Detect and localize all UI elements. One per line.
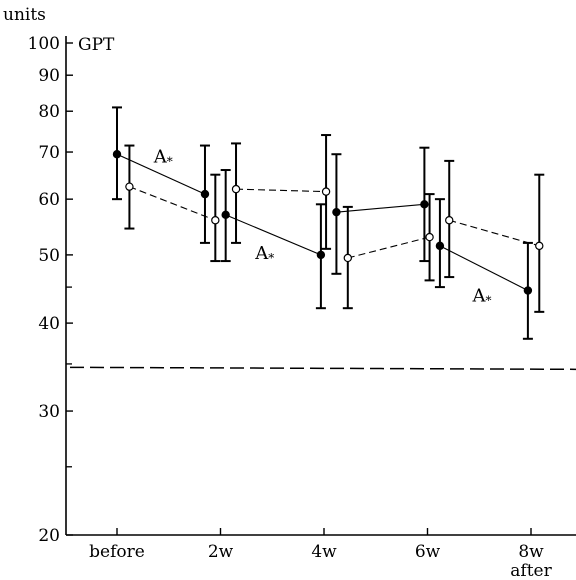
series-1-point-0 [125, 182, 134, 191]
series-1-point-2 [231, 184, 241, 194]
series-0-point-3 [316, 250, 326, 260]
y-tick-label-7: 90 [38, 66, 60, 86]
series-0-point-6 [435, 241, 445, 251]
series-1-point-7 [535, 241, 544, 251]
series-0-point-1 [200, 189, 210, 199]
y-tick-label-1: 30 [38, 402, 60, 422]
y-axis-unit-label: units [3, 5, 46, 25]
series-0-point-4 [332, 207, 341, 217]
series-1-point-6 [445, 216, 454, 225]
y-tick-label-5: 70 [38, 143, 60, 163]
annotation-1: A* [254, 243, 274, 265]
series-lines [116, 153, 540, 292]
reference-line-group [69, 366, 576, 371]
x-tick-label-4: 8w [518, 542, 544, 562]
x-tick-label-3: 6w [415, 542, 441, 562]
data-points [112, 150, 544, 295]
y-tick-label-2: 40 [38, 314, 60, 334]
series-1-point-1 [211, 216, 220, 225]
series-1-point-5 [425, 232, 434, 242]
x-tick-label-2: 4w [311, 542, 337, 562]
series-0-segment-3 [439, 245, 529, 292]
series-1-segment-1 [236, 188, 327, 193]
y-tick-label-6: 80 [38, 102, 60, 122]
x-tick-label-1: 2w [208, 542, 234, 562]
series-0-point-2 [221, 210, 230, 220]
series-1-segment-0 [129, 186, 216, 221]
series-1-segment-2 [347, 236, 430, 259]
series-1-point-4 [343, 253, 353, 263]
annotation-0: A* [153, 147, 173, 169]
series-0-segment-0 [116, 153, 206, 195]
series-0-segment-2 [336, 203, 425, 213]
y-tick-label-0: 20 [38, 526, 60, 546]
series-1-point-3 [321, 187, 331, 196]
y-tick-label-4: 60 [38, 190, 60, 210]
annotation-2: A* [472, 285, 492, 307]
series-0-segment-1 [225, 214, 322, 256]
y-tick-label-3: 50 [38, 246, 60, 266]
series-label: GPT [78, 35, 115, 55]
x-tick-label-0: before [89, 542, 145, 562]
series-1-segment-3 [449, 219, 540, 247]
y-tick-label-8: 100 [28, 34, 60, 54]
series-0-point-7 [523, 286, 533, 295]
x-tick-sublabel-4: after [510, 561, 552, 580]
series-0-point-0 [112, 150, 122, 159]
series-0-point-5 [420, 200, 429, 209]
reference-line [69, 366, 576, 371]
